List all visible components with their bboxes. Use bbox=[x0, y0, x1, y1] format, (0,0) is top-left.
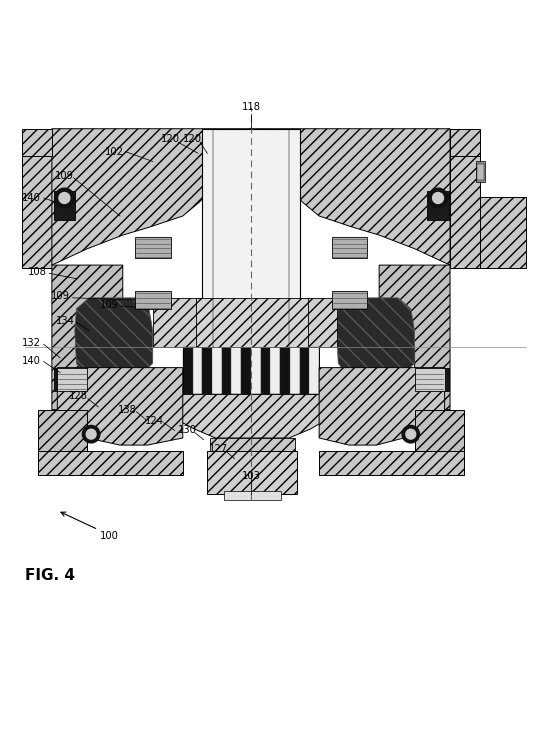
Text: 100: 100 bbox=[100, 531, 118, 541]
Bar bbox=[332, 291, 367, 309]
Circle shape bbox=[55, 188, 74, 208]
Polygon shape bbox=[319, 367, 445, 445]
Bar bbox=[202, 129, 300, 347]
Bar bbox=[310, 347, 319, 395]
Bar bbox=[280, 347, 290, 395]
Polygon shape bbox=[414, 410, 464, 450]
Text: 118: 118 bbox=[241, 102, 261, 112]
Text: 109: 109 bbox=[51, 291, 69, 301]
Bar bbox=[202, 347, 212, 395]
Polygon shape bbox=[38, 450, 183, 475]
Text: 138: 138 bbox=[118, 405, 137, 414]
Bar bbox=[218, 464, 287, 478]
Bar bbox=[196, 298, 308, 347]
Bar bbox=[241, 347, 251, 395]
Polygon shape bbox=[450, 156, 480, 268]
Bar bbox=[271, 347, 280, 395]
Circle shape bbox=[406, 429, 415, 439]
Text: 120: 120 bbox=[183, 134, 202, 144]
Polygon shape bbox=[22, 129, 52, 156]
Circle shape bbox=[433, 193, 444, 203]
Polygon shape bbox=[379, 265, 450, 410]
Text: 128: 128 bbox=[68, 391, 88, 401]
Text: 108: 108 bbox=[28, 267, 47, 277]
Circle shape bbox=[83, 425, 100, 443]
Bar bbox=[427, 192, 449, 220]
Polygon shape bbox=[38, 410, 87, 450]
Text: 109: 109 bbox=[55, 171, 74, 182]
Polygon shape bbox=[337, 298, 414, 380]
Text: 134: 134 bbox=[56, 316, 75, 326]
Bar bbox=[428, 367, 449, 391]
Bar bbox=[53, 192, 75, 220]
Bar bbox=[222, 347, 231, 395]
Text: 109: 109 bbox=[100, 300, 118, 310]
Bar bbox=[251, 347, 261, 395]
Circle shape bbox=[428, 188, 448, 208]
Polygon shape bbox=[450, 129, 480, 156]
Bar bbox=[477, 164, 484, 180]
Bar bbox=[136, 291, 171, 309]
Bar bbox=[290, 347, 300, 395]
Polygon shape bbox=[22, 156, 52, 268]
Bar bbox=[136, 237, 171, 258]
Text: FIG. 4: FIG. 4 bbox=[25, 569, 74, 583]
Bar bbox=[224, 491, 281, 500]
Text: 132: 132 bbox=[21, 337, 41, 348]
Polygon shape bbox=[75, 298, 153, 380]
Polygon shape bbox=[300, 298, 337, 347]
Bar bbox=[53, 367, 74, 391]
Bar bbox=[231, 347, 241, 395]
Bar bbox=[192, 347, 202, 395]
Polygon shape bbox=[57, 367, 183, 445]
Polygon shape bbox=[52, 265, 123, 410]
Text: 140: 140 bbox=[21, 356, 41, 365]
Bar bbox=[476, 161, 485, 182]
Polygon shape bbox=[52, 129, 251, 265]
Text: 130: 130 bbox=[178, 425, 197, 436]
Polygon shape bbox=[251, 129, 450, 265]
Bar bbox=[210, 438, 295, 464]
Bar bbox=[261, 347, 271, 395]
Bar bbox=[57, 367, 87, 391]
Bar bbox=[414, 367, 445, 391]
Bar bbox=[212, 347, 222, 395]
Bar bbox=[332, 237, 367, 258]
Text: 124: 124 bbox=[145, 416, 164, 425]
Bar bbox=[183, 347, 192, 395]
Polygon shape bbox=[164, 395, 338, 438]
Circle shape bbox=[59, 193, 70, 203]
Bar bbox=[207, 450, 298, 494]
Text: 102: 102 bbox=[105, 146, 124, 157]
Circle shape bbox=[402, 425, 419, 443]
Text: 120: 120 bbox=[161, 134, 180, 144]
Polygon shape bbox=[319, 450, 464, 475]
Text: 103: 103 bbox=[241, 471, 261, 481]
Bar bbox=[183, 347, 319, 395]
Polygon shape bbox=[480, 197, 526, 268]
Text: 140: 140 bbox=[22, 193, 41, 203]
Text: 127: 127 bbox=[209, 444, 228, 454]
Polygon shape bbox=[153, 298, 202, 347]
Circle shape bbox=[86, 429, 96, 439]
Bar bbox=[300, 347, 310, 395]
